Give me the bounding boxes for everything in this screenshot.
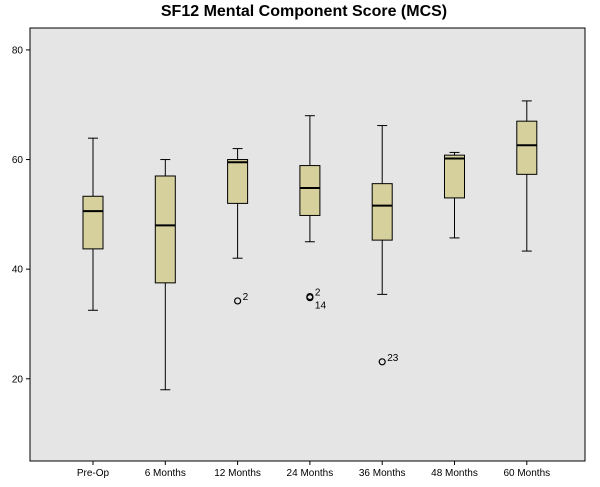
iqr-box [516, 120, 538, 175]
box-pre-op [82, 137, 104, 311]
outlier-label: 2 [315, 288, 321, 299]
x-axis: Pre-Op 6 Months 12 Months 24 Months 36 Month… [77, 461, 550, 479]
box-60-months [516, 100, 538, 252]
x-tick-label: Pre-Op [77, 468, 110, 479]
x-tick-label: 60 Months [503, 468, 550, 479]
iqr-box [154, 175, 176, 284]
iqr-box [227, 159, 249, 204]
outlier-label: 2 [243, 292, 249, 303]
x-tick-label: 12 Months [214, 468, 261, 479]
iqr-box [82, 195, 104, 250]
x-tick-label: 6 Months [145, 468, 186, 479]
box-24-months: 214 [299, 115, 327, 312]
iqr-box [299, 165, 321, 216]
chart-title: SF12 Mental Component Score (MCS) [161, 3, 447, 20]
box-36-months: 23 [371, 125, 399, 366]
outlier-label: 14 [315, 301, 327, 312]
iqr-box [371, 183, 393, 241]
y-tick-label: 60 [12, 155, 24, 166]
box-6-months [154, 159, 176, 391]
outlier-point [234, 297, 242, 305]
x-tick-label: 48 Months [431, 468, 478, 479]
box-48-months [444, 151, 465, 239]
y-axis: 20 40 60 80 [12, 45, 30, 385]
y-tick-label: 40 [12, 265, 24, 276]
outlier-point [378, 358, 386, 366]
x-tick-label: 36 Months [359, 468, 406, 479]
plot-area [29, 27, 586, 462]
y-tick-label: 20 [12, 374, 24, 385]
outlier-point [306, 294, 314, 302]
x-tick-label: 24 Months [287, 468, 334, 479]
y-tick-label: 80 [12, 45, 24, 56]
iqr-box [444, 154, 465, 199]
outlier-label: 23 [387, 353, 399, 364]
box-12-months: 2 [227, 148, 249, 305]
